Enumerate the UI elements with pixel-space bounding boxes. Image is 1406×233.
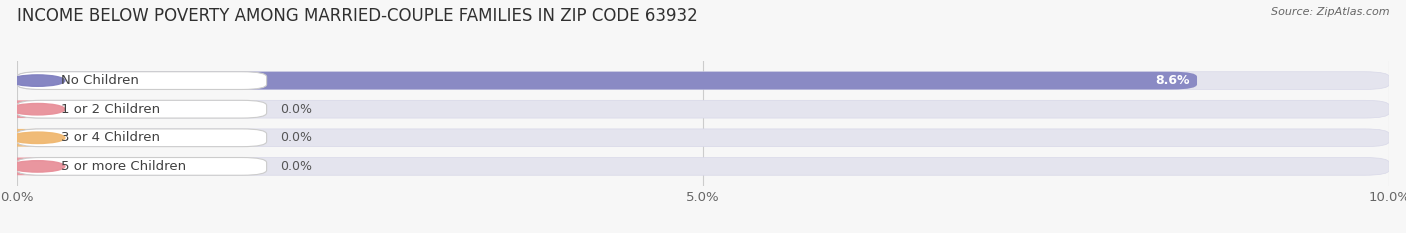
FancyBboxPatch shape [17, 100, 1389, 118]
Text: INCOME BELOW POVERTY AMONG MARRIED-COUPLE FAMILIES IN ZIP CODE 63932: INCOME BELOW POVERTY AMONG MARRIED-COUPL… [17, 7, 697, 25]
Text: 0.0%: 0.0% [280, 160, 312, 173]
Circle shape [10, 75, 65, 86]
Circle shape [10, 132, 65, 144]
Text: 3 or 4 Children: 3 or 4 Children [60, 131, 160, 144]
Circle shape [10, 103, 65, 115]
Text: 1 or 2 Children: 1 or 2 Children [60, 103, 160, 116]
FancyBboxPatch shape [17, 129, 1389, 147]
FancyBboxPatch shape [17, 72, 267, 89]
FancyBboxPatch shape [17, 72, 1389, 89]
Text: 0.0%: 0.0% [280, 131, 312, 144]
FancyBboxPatch shape [17, 72, 1197, 89]
FancyBboxPatch shape [0, 158, 42, 175]
Text: 8.6%: 8.6% [1156, 74, 1189, 87]
FancyBboxPatch shape [17, 100, 267, 118]
FancyBboxPatch shape [17, 129, 267, 147]
Circle shape [10, 161, 65, 172]
Text: 5 or more Children: 5 or more Children [60, 160, 186, 173]
Text: 0.0%: 0.0% [280, 103, 312, 116]
Text: Source: ZipAtlas.com: Source: ZipAtlas.com [1271, 7, 1389, 17]
FancyBboxPatch shape [17, 158, 267, 175]
FancyBboxPatch shape [17, 158, 1389, 175]
FancyBboxPatch shape [0, 129, 42, 147]
Text: No Children: No Children [60, 74, 139, 87]
FancyBboxPatch shape [0, 100, 42, 118]
